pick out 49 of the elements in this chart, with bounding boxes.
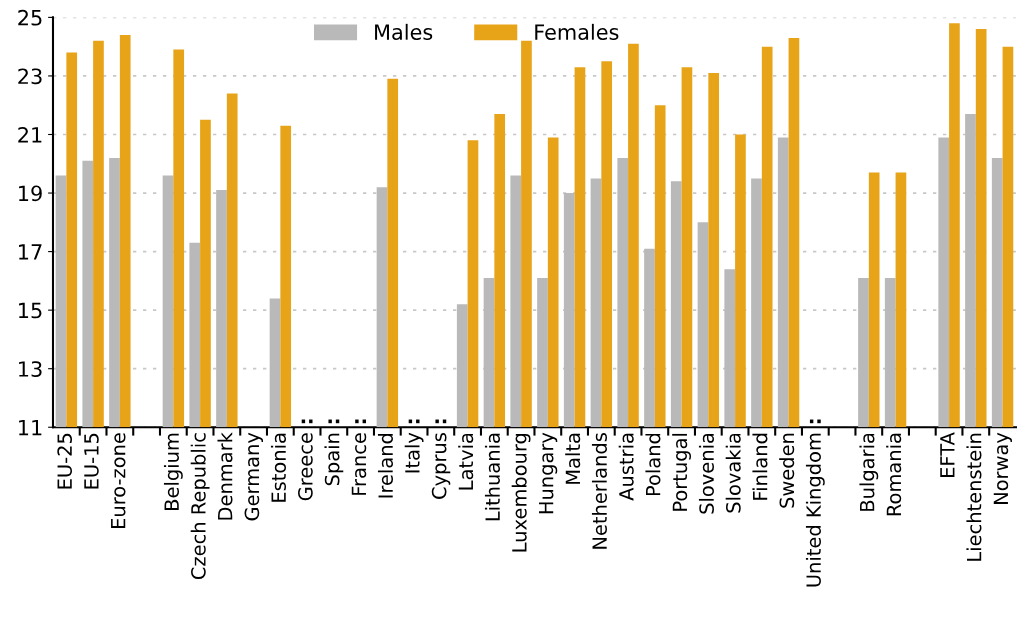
- x-tick-label: United Kingdom: [805, 433, 825, 587]
- x-tick-label: EU-25: [57, 433, 72, 489]
- text: ..: [328, 419, 340, 424]
- x-tick-label: Cyprus: [431, 433, 451, 499]
- x-tick-label: Latvia: [458, 433, 474, 490]
- text: ..: [355, 419, 366, 424]
- x-tick-label: Italy: [404, 432, 424, 473]
- x-tick-label: Euro-zone: [111, 433, 126, 529]
- x-tick-label: France: [351, 433, 367, 495]
- x-tick-label: Norway: [993, 432, 1012, 504]
- y-tick-label: 19: [19, 185, 42, 202]
- text: ..: [435, 419, 447, 424]
- x-tick-label: Lithuania: [484, 433, 500, 521]
- text: ..: [301, 419, 313, 424]
- x-tick-label: Slovenia: [698, 433, 714, 514]
- x-tick-label: EFTA: [940, 432, 955, 477]
- x-tick-label: Denmark: [217, 432, 233, 520]
- text: ..: [809, 419, 821, 424]
- legend-label: Females: [535, 23, 619, 40]
- x-tick-label: Bulgaria: [859, 433, 879, 511]
- x-tick-label: Greece: [298, 433, 313, 501]
- y-tick-label: 25: [18, 9, 42, 26]
- y-tick-label: 15: [19, 302, 42, 319]
- text: ..: [408, 419, 420, 424]
- x-tick-label: Poland: [645, 433, 661, 496]
- x-tick-label: Sweden: [779, 433, 795, 508]
- y-tick-label: 23: [18, 68, 42, 85]
- x-tick-label: Malta: [565, 433, 581, 484]
- y-tick-label: 11: [19, 419, 42, 436]
- legend-label: Males: [375, 23, 433, 40]
- x-tick-label: Czech Republic: [190, 433, 210, 580]
- x-tick-label: Estonia: [270, 433, 286, 502]
- x-tick-label: Ireland: [377, 433, 393, 498]
- x-tick-label: Portugal: [672, 433, 691, 511]
- y-tick-label: 21: [18, 126, 42, 143]
- x-tick-label: Liechtenstein: [966, 433, 982, 561]
- x-tick-label: Netherlands: [591, 433, 607, 549]
- x-tick-label: Germany: [244, 432, 264, 521]
- x-tick-label: Romania: [886, 433, 902, 516]
- x-tick-label: EU-15: [84, 433, 99, 489]
- y-tick-label: 13: [19, 361, 42, 377]
- x-tick-label: Finland: [752, 433, 768, 500]
- x-tick-label: Belgium: [163, 433, 183, 510]
- x-tick-label: Luxembourg: [511, 433, 531, 552]
- x-tick-label: Hungary: [539, 432, 558, 514]
- y-tick-label: 17: [19, 244, 42, 260]
- x-tick-label: Spain: [324, 433, 344, 486]
- x-tick-label: Slovakia: [725, 433, 741, 513]
- x-tick-label: Austria: [618, 433, 634, 501]
